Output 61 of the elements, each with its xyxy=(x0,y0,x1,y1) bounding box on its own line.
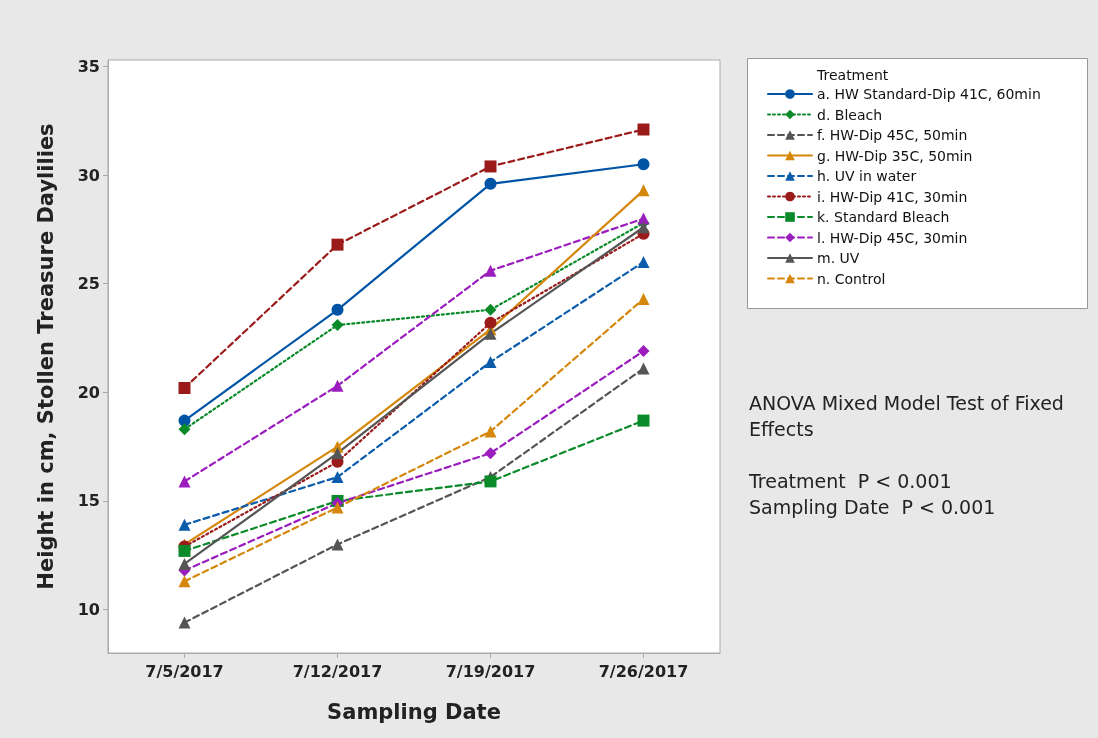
point xyxy=(178,557,191,570)
legend-label: n. Control xyxy=(817,270,886,287)
point xyxy=(637,362,650,375)
point xyxy=(484,447,497,460)
legend-label: a. HW Standard-Dip 41C, 60min xyxy=(817,86,1041,102)
point xyxy=(484,475,497,488)
legend-label: g. HW-Dip 35C, 50min xyxy=(817,147,973,164)
point xyxy=(637,414,650,427)
point xyxy=(178,575,191,588)
legend-label: h. UV in water xyxy=(817,168,917,184)
point xyxy=(178,518,191,531)
legend-label: i. HW-Dip 41C, 30min xyxy=(817,188,968,205)
text: Sampling Date P < 0.001 xyxy=(749,496,996,518)
point xyxy=(331,238,344,251)
legend-label: k. Standard Bleach xyxy=(817,209,950,225)
point xyxy=(331,471,344,484)
point xyxy=(178,475,191,488)
legend-label: m. UV xyxy=(817,250,860,266)
x-tick-label: 7/19/2017 xyxy=(445,661,536,681)
point xyxy=(178,544,191,557)
point xyxy=(178,382,191,394)
point xyxy=(484,425,497,438)
point xyxy=(484,303,497,316)
legend-label: f. HW-Dip 45C, 50min xyxy=(817,127,968,143)
legend-label: l. HW-Dip 45C, 30min xyxy=(817,229,968,246)
point xyxy=(331,538,344,551)
point xyxy=(637,292,650,305)
text: ANOVA Mixed Model Test of Fixed Effects xyxy=(749,392,1064,440)
y-axis-title: Height in cm, Stollen Treasure Daylilies xyxy=(33,123,58,590)
point xyxy=(637,123,650,136)
point xyxy=(178,616,191,629)
y-tick-label: 20 xyxy=(77,382,100,402)
y-tick-label: 25 xyxy=(77,274,100,294)
point xyxy=(331,319,344,331)
y-tick-label: 10 xyxy=(77,600,100,620)
x-tick-label: 7/26/2017 xyxy=(598,661,689,681)
y-tick-label: 30 xyxy=(77,165,100,185)
point xyxy=(331,447,344,460)
point xyxy=(484,264,497,277)
point xyxy=(484,160,497,173)
point xyxy=(178,423,191,436)
y-tick-label: 15 xyxy=(77,491,100,511)
x-axis-title: Sampling Date xyxy=(327,699,501,724)
point xyxy=(484,177,497,190)
point xyxy=(637,158,650,171)
x-tick-label: 7/5/2017 xyxy=(145,661,224,681)
point xyxy=(331,303,344,316)
legend-label: d. Bleach xyxy=(817,106,883,123)
point xyxy=(484,316,497,329)
point xyxy=(637,221,650,234)
point xyxy=(331,379,344,392)
point xyxy=(484,355,497,368)
x-tick-label: 7/12/2017 xyxy=(292,661,383,681)
point xyxy=(637,256,650,269)
point xyxy=(331,501,344,514)
point xyxy=(484,327,497,340)
point xyxy=(637,184,650,197)
legend-title: Treatment xyxy=(816,67,889,83)
point xyxy=(637,345,650,358)
y-tick-label: 35 xyxy=(77,57,100,77)
text: Treatment P < 0.001 xyxy=(748,470,952,492)
